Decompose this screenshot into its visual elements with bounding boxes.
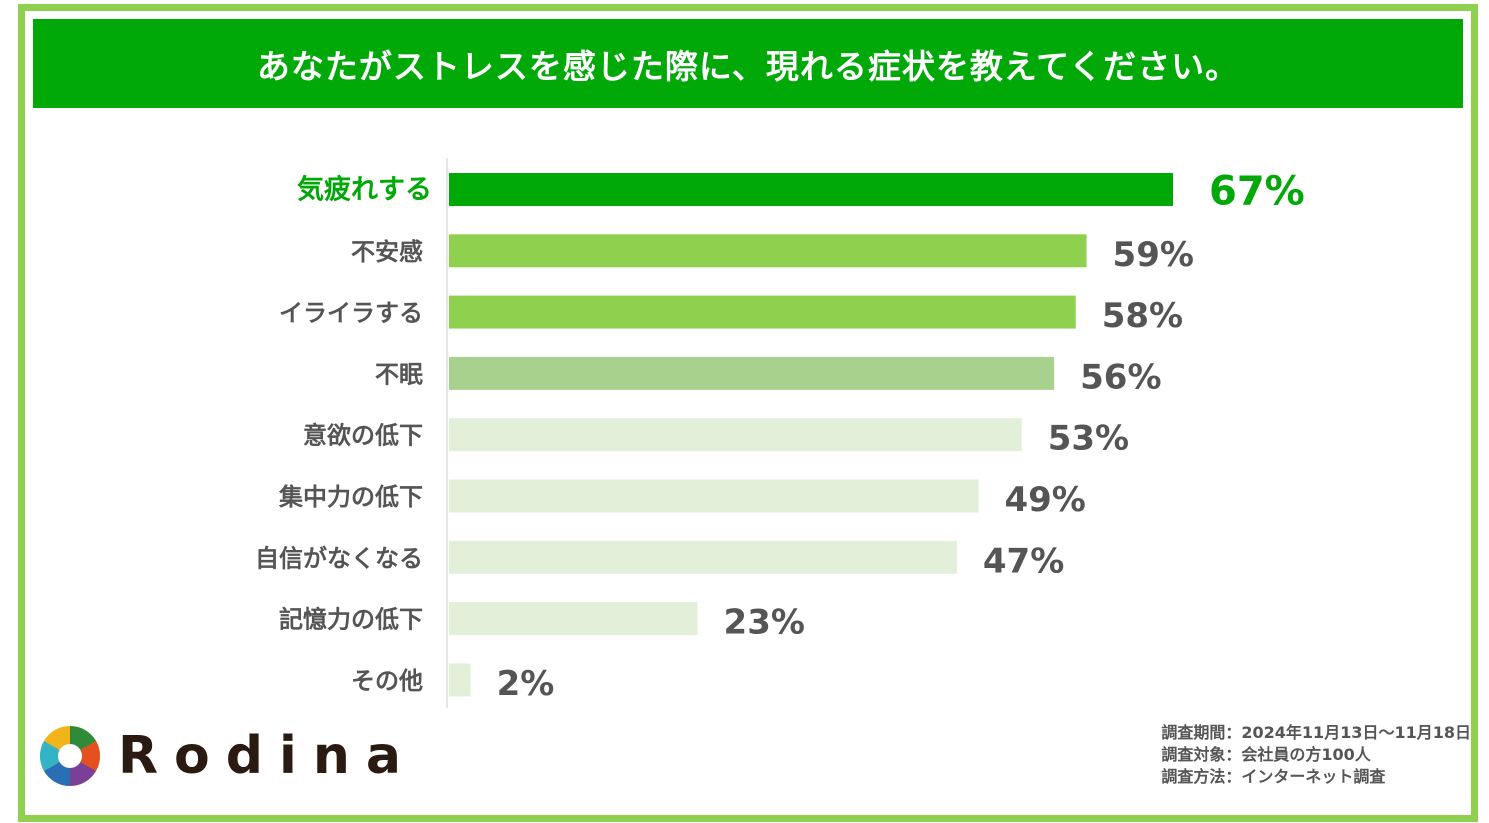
category-label: 自信がなくなる xyxy=(255,544,423,572)
bar xyxy=(449,356,1055,390)
bar xyxy=(449,602,698,636)
category-label: 集中力の低下 xyxy=(278,483,423,511)
data-label: 67% xyxy=(1209,169,1305,215)
aperture-logo-icon xyxy=(39,726,101,786)
bar xyxy=(449,295,1076,329)
chart-title: あなたがストレスを感じた際に、現れる症状を教えてください。 xyxy=(33,19,1463,108)
bar xyxy=(449,173,1173,206)
category-label: 意欲の低下 xyxy=(303,422,423,450)
bar xyxy=(449,663,471,697)
bar xyxy=(449,234,1087,268)
category-label: 記憶力の低下 xyxy=(279,606,423,634)
chart-frame: あなたがストレスを感じた際に、現れる症状を教えてください。 xyxy=(18,4,1478,822)
data-label: 58% xyxy=(1102,296,1183,336)
data-label: 56% xyxy=(1080,357,1161,397)
bar xyxy=(449,540,957,574)
category-label: その他 xyxy=(351,667,423,695)
category-label: 不眠 xyxy=(375,360,423,388)
bar xyxy=(449,418,1022,452)
brand-logo: Rodina xyxy=(38,722,401,792)
category-label: 気疲れする xyxy=(297,174,432,206)
logo-text: Rodina xyxy=(118,726,417,786)
survey-target: 調査対象：会社員の方100人 xyxy=(1161,745,1371,764)
data-label: 47% xyxy=(983,541,1064,581)
category-label: イライラする xyxy=(279,299,423,327)
data-label: 53% xyxy=(1048,419,1129,459)
data-label: 59% xyxy=(1113,235,1194,275)
category-label: 不安感 xyxy=(351,238,423,266)
survey-period: 調査期間：2024年11月13日～11月18日 xyxy=(1161,723,1471,742)
survey-method: 調査方法：インターネット調査 xyxy=(1161,767,1386,786)
bar xyxy=(449,479,979,513)
survey-notes: 調査期間：2024年11月13日～11月18日 調査対象：会社員の方100人 調… xyxy=(1161,722,1471,788)
data-label: 2% xyxy=(497,664,555,704)
data-label: 23% xyxy=(724,603,805,643)
data-label: 49% xyxy=(1004,480,1085,520)
